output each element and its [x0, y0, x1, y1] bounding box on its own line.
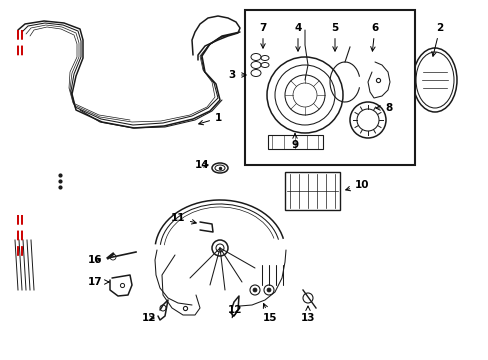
Text: 16: 16 — [88, 255, 102, 265]
Text: 5: 5 — [331, 23, 338, 51]
Circle shape — [252, 288, 257, 292]
Text: 15: 15 — [262, 303, 277, 323]
Text: 10: 10 — [345, 180, 369, 191]
Text: 14: 14 — [195, 160, 209, 170]
Text: 17: 17 — [88, 277, 109, 287]
Bar — [267, 135, 323, 149]
Text: 13: 13 — [300, 306, 315, 323]
Bar — [244, 10, 414, 165]
Text: 6: 6 — [370, 23, 378, 51]
Bar — [285, 172, 339, 210]
Text: 8: 8 — [375, 103, 391, 113]
Text: 1: 1 — [198, 113, 222, 125]
Text: 2: 2 — [431, 23, 443, 56]
Text: 12: 12 — [227, 305, 242, 318]
Text: 11: 11 — [170, 213, 196, 224]
Text: 3: 3 — [228, 70, 245, 80]
Text: 12: 12 — [142, 313, 156, 323]
Circle shape — [266, 288, 270, 292]
Text: 7: 7 — [259, 23, 266, 48]
Text: 4: 4 — [294, 23, 301, 51]
Text: 9: 9 — [291, 134, 298, 150]
